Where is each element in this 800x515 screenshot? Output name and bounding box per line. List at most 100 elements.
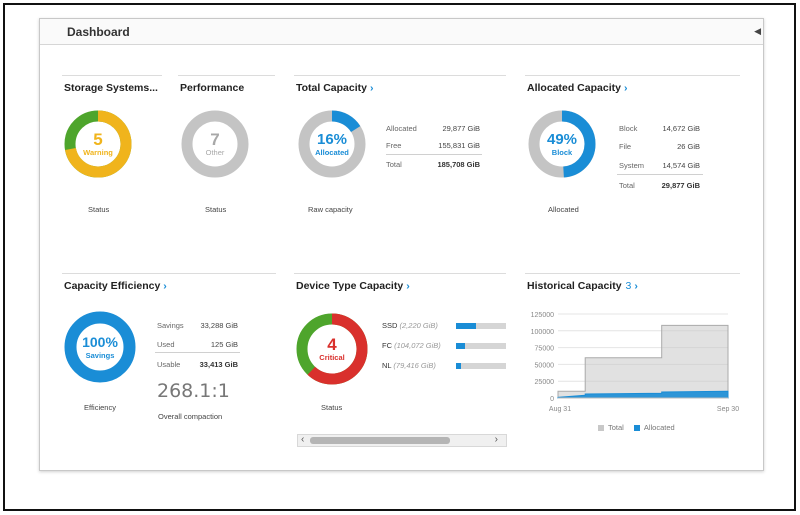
device-bar-fill <box>456 323 476 329</box>
ac-row-label: Block <box>619 124 638 133</box>
chevron-right-icon: › <box>406 280 410 292</box>
section-rule <box>525 273 740 274</box>
device-bar <box>456 343 506 349</box>
compaction-ratio-label: Overall compaction <box>158 412 223 421</box>
capacity-efficiency-label: Savings <box>85 350 115 360</box>
total-capacity-donut[interactable]: 16% Allocated <box>298 110 366 178</box>
storage-systems-donut-center: 5 Warning <box>64 110 132 178</box>
y-tick-label: 0 <box>550 396 554 403</box>
tc-row-value: 29,877 GiB <box>442 124 480 133</box>
tc-row-label: Free <box>386 141 402 150</box>
storage-systems-title[interactable]: Storage Systems... <box>64 82 158 94</box>
total-capacity-title-text: Total Capacity <box>296 82 367 94</box>
y-tick-label: 100000 <box>531 329 554 336</box>
chart-legend: Total Allocated <box>598 423 675 432</box>
ac-row-value: 26 GiB <box>677 142 700 151</box>
allocated-capacity-donut-graphic <box>528 110 596 178</box>
performance-donut[interactable]: 7 Other <box>181 110 249 178</box>
performance-donut-center: 7 Other <box>181 110 249 178</box>
scroll-right-icon[interactable]: › <box>494 434 498 445</box>
device-type-donut-graphic <box>296 313 368 385</box>
divider <box>155 352 240 353</box>
ac-row-label: File <box>619 142 632 151</box>
capacity-efficiency-donut[interactable]: 100% Savings <box>64 311 136 383</box>
capacity-efficiency-donut-graphic <box>64 311 136 383</box>
storage-systems-count: 5 <box>93 129 103 149</box>
divider <box>386 154 482 155</box>
device-type-donut[interactable]: 4 Critical <box>296 313 368 385</box>
device-detail: (2,220 GiB) <box>399 321 438 330</box>
chevron-right-icon: › <box>370 82 374 94</box>
legend-label: Total <box>608 423 624 432</box>
device-type-capacity-title-text: Device Type Capacity <box>296 280 404 292</box>
scroll-thumb[interactable] <box>310 437 450 444</box>
device-bar <box>456 363 506 369</box>
device-detail: (104,072 GiB) <box>394 341 441 350</box>
total-capacity-percent: 16% <box>316 130 348 148</box>
compaction-ratio: 268.1:1 <box>157 380 230 402</box>
x-tick-label: Aug 31 <box>549 406 571 413</box>
device-type-status-word: Critical <box>319 352 345 362</box>
capacity-efficiency-donut-center: 100% Savings <box>64 311 136 383</box>
capacity-efficiency-percent: 100% <box>82 333 118 350</box>
allocated-capacity-donut[interactable]: 49% Block <box>528 110 596 178</box>
collapse-arrow-icon[interactable]: ◀ <box>754 26 761 36</box>
device-detail: (79,416 GiB) <box>393 361 436 370</box>
historical-capacity-title[interactable]: Historical Capacity 3 › <box>527 280 638 292</box>
ce-row-value: 33,413 GiB <box>199 360 238 369</box>
total-capacity-donut-center: 16% Allocated <box>298 110 366 178</box>
device-type-caption: Status <box>321 403 343 412</box>
divider <box>617 174 703 175</box>
tc-row-label: Total <box>386 160 402 169</box>
storage-systems-status-word: Warning <box>83 147 113 157</box>
device-type-count: 4 <box>327 334 337 354</box>
y-tick-label: 50000 <box>535 362 555 369</box>
historical-capacity-chart[interactable]: 125000 100000 75000 50000 25000 0 Aug 31 Sep 30 <box>520 306 745 424</box>
tc-row-value: 155,831 GiB <box>438 141 480 150</box>
scroll-left-icon[interactable]: ‹ <box>301 434 305 445</box>
series-area-total <box>557 324 729 399</box>
device-name: SSD <box>382 321 398 330</box>
device-type-donut-center: 4 Critical <box>296 313 368 385</box>
storage-systems-donut[interactable]: 5 Warning <box>64 110 132 178</box>
performance-caption: Status <box>205 205 227 214</box>
allocated-capacity-title[interactable]: Allocated Capacity › <box>527 82 627 94</box>
x-tick-label: Sep 30 <box>717 406 739 413</box>
performance-status-word: Other <box>205 147 225 157</box>
storage-systems-donut-graphic <box>64 110 132 178</box>
panel-header: Dashboard ◀ <box>40 19 763 45</box>
section-rule <box>294 75 506 76</box>
allocated-capacity-title-text: Allocated Capacity <box>527 82 621 94</box>
legend-swatch-total <box>598 424 604 431</box>
capacity-efficiency-title[interactable]: Capacity Efficiency › <box>64 280 167 292</box>
section-rule <box>525 75 740 76</box>
allocated-capacity-donut-center: 49% Block <box>528 110 596 178</box>
total-capacity-title[interactable]: Total Capacity › <box>296 82 374 94</box>
device-row: NL (79,416 GiB) <box>382 361 436 370</box>
ce-row-label: Usable <box>157 360 181 369</box>
y-tick-label: 25000 <box>535 379 555 386</box>
allocated-capacity-label: Block <box>551 147 573 157</box>
capacity-efficiency-title-text: Capacity Efficiency <box>64 280 161 292</box>
device-scrollbar[interactable]: ‹ › <box>297 434 507 447</box>
total-capacity-donut-graphic <box>298 110 366 178</box>
storage-systems-caption: Status <box>88 205 110 214</box>
ac-row-value: 29,877 GiB <box>661 181 700 190</box>
y-tick-label: 125000 <box>531 312 554 319</box>
device-bar-fill <box>456 343 465 349</box>
allocated-capacity-caption: Allocated <box>548 205 579 214</box>
chevron-right-icon: › <box>623 82 628 94</box>
screenshot-frame <box>3 3 796 511</box>
ac-row-label: Total <box>619 181 635 190</box>
section-rule <box>62 75 162 76</box>
performance-title[interactable]: Performance <box>180 82 245 94</box>
ac-row-value: 14,574 GiB <box>662 161 700 170</box>
tc-row-label: Allocated <box>386 124 417 133</box>
storage-systems-title-text: Storage Systems... <box>64 82 158 94</box>
device-type-capacity-title[interactable]: Device Type Capacity › <box>296 280 410 292</box>
device-bar <box>456 323 506 329</box>
device-name: NL <box>382 361 392 370</box>
capacity-efficiency-caption: Efficiency <box>84 403 116 412</box>
historical-capacity-count: 3 <box>625 280 632 292</box>
device-row: SSD (2,220 GiB) <box>382 321 438 330</box>
